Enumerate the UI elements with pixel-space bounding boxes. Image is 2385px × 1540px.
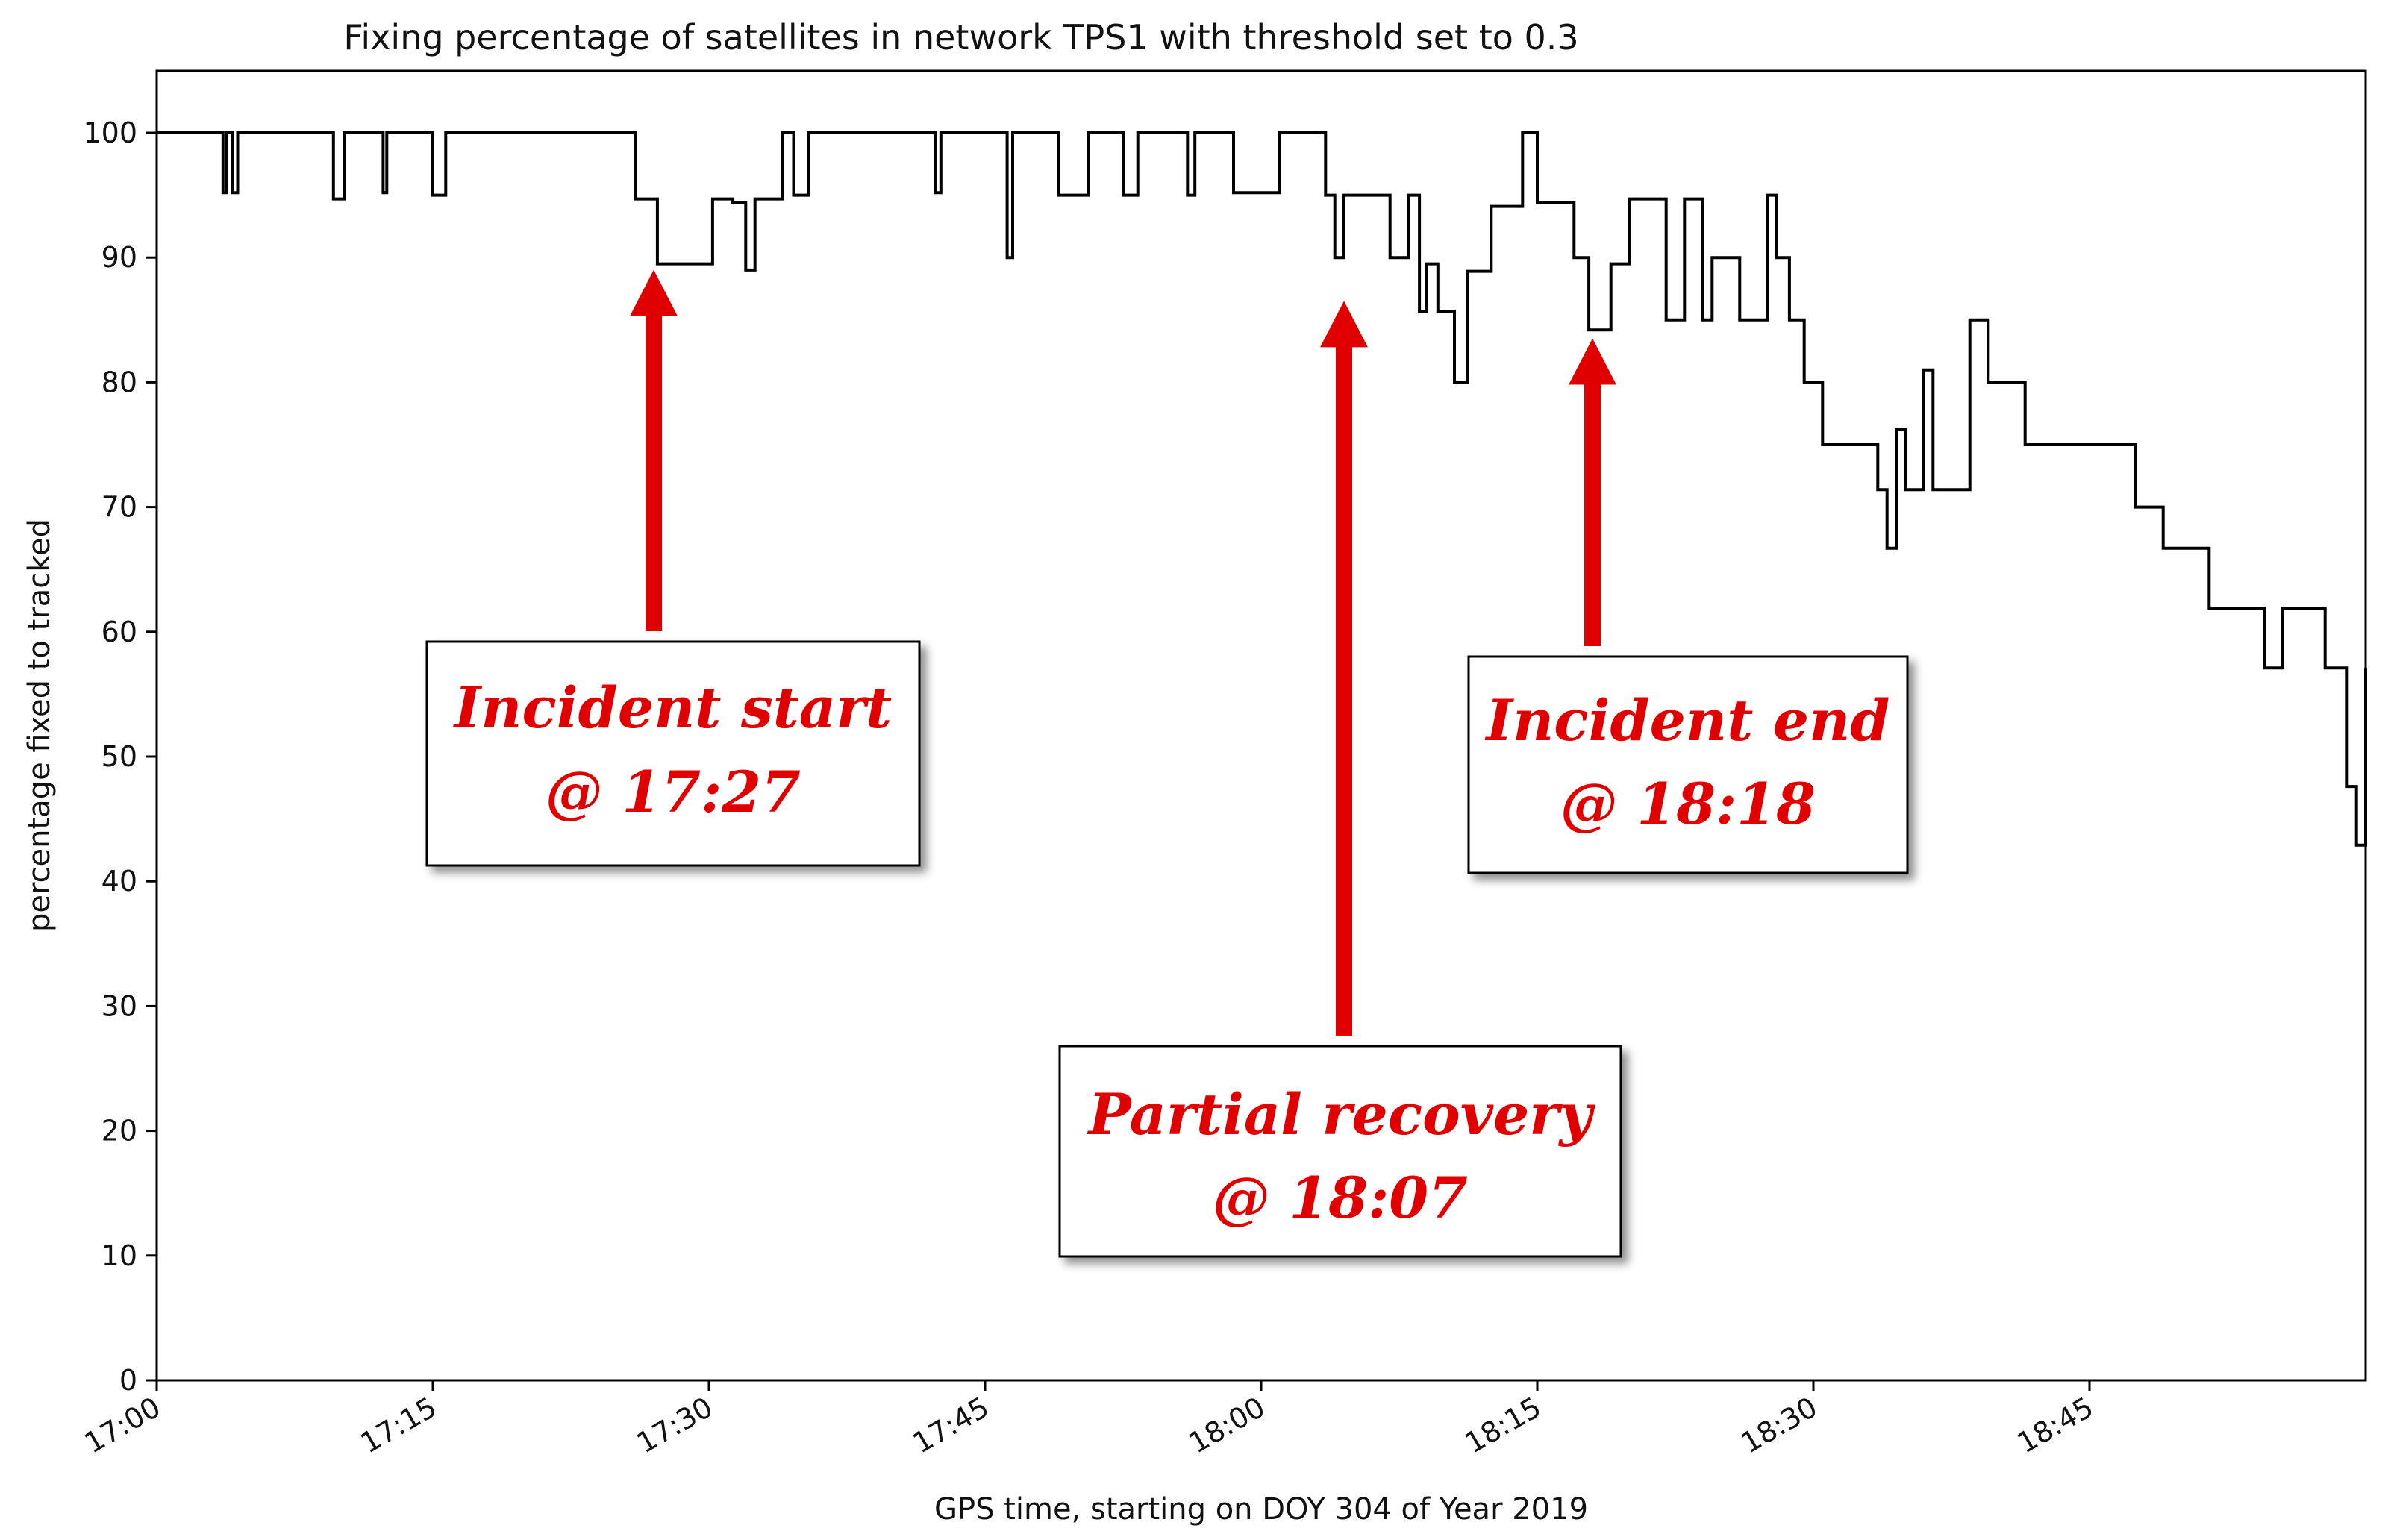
x-tick-label: 18:30 <box>1736 1391 1823 1460</box>
y-tick-label: 70 <box>101 491 137 524</box>
annotation-time-incident-end: @ 18:18 <box>1560 771 1816 837</box>
annotation-time-incident-start: @ 17:27 <box>546 759 801 825</box>
y-tick-label: 10 <box>101 1239 137 1272</box>
arrow-incident-end <box>1569 338 1616 646</box>
x-axis: 17:00 17:15 17:30 17:45 18:00 18:15 18:30 18:45 <box>79 1380 2099 1460</box>
y-tick-label: 100 <box>83 116 137 149</box>
series-line-fixing-percentage <box>157 131 2367 847</box>
arrow-incident-start <box>630 269 678 631</box>
x-tick-label: 17:00 <box>79 1391 166 1460</box>
x-tick-label: 18:45 <box>2012 1391 2099 1460</box>
x-axis-label: GPS time, starting on DOY 304 of Year 20… <box>934 1492 1588 1527</box>
y-tick-label: 40 <box>101 865 137 898</box>
annotation-label-incident-start: Incident start <box>453 674 893 741</box>
chart-title: Fixing percentage of satellites in netwo… <box>343 17 1578 57</box>
x-tick-label: 18:15 <box>1460 1391 1547 1460</box>
annotation-partial-recovery: Partial recovery @ 18:07 <box>1058 301 1622 1258</box>
x-tick-label: 17:45 <box>907 1391 995 1460</box>
annotation-box-partial-recovery <box>1058 1045 1622 1258</box>
y-tick-label: 0 <box>119 1364 137 1397</box>
y-axis: 0 10 20 30 40 50 60 70 80 90 100 <box>83 116 157 1397</box>
y-tick-label: 20 <box>101 1115 137 1148</box>
annotation-incident-start: Incident start @ 17:27 <box>425 269 921 867</box>
annotation-incident-end: Incident end @ 18:18 <box>1467 338 1909 874</box>
annotation-label-incident-end: Incident end <box>1484 687 1889 754</box>
y-tick-label: 90 <box>101 241 137 274</box>
annotation-time-partial-recovery: @ 18:07 <box>1213 1165 1468 1231</box>
y-tick-label: 50 <box>101 740 137 773</box>
annotation-box-incident-end <box>1467 655 1909 874</box>
arrow-partial-recovery <box>1320 301 1368 1036</box>
y-axis-label: percentage fixed to tracked <box>22 519 57 932</box>
y-tick-label: 80 <box>101 366 137 398</box>
x-tick-label: 18:00 <box>1184 1391 1271 1460</box>
x-tick-label: 17:30 <box>631 1391 719 1460</box>
y-tick-label: 30 <box>101 989 137 1022</box>
annotations: Incident start @ 17:27 Partial recovery … <box>425 269 1909 1258</box>
y-tick-label: 60 <box>101 616 137 648</box>
annotation-box-incident-start <box>425 640 921 867</box>
annotation-label-partial-recovery: Partial recovery <box>1087 1081 1595 1148</box>
x-tick-label: 17:15 <box>355 1391 443 1460</box>
